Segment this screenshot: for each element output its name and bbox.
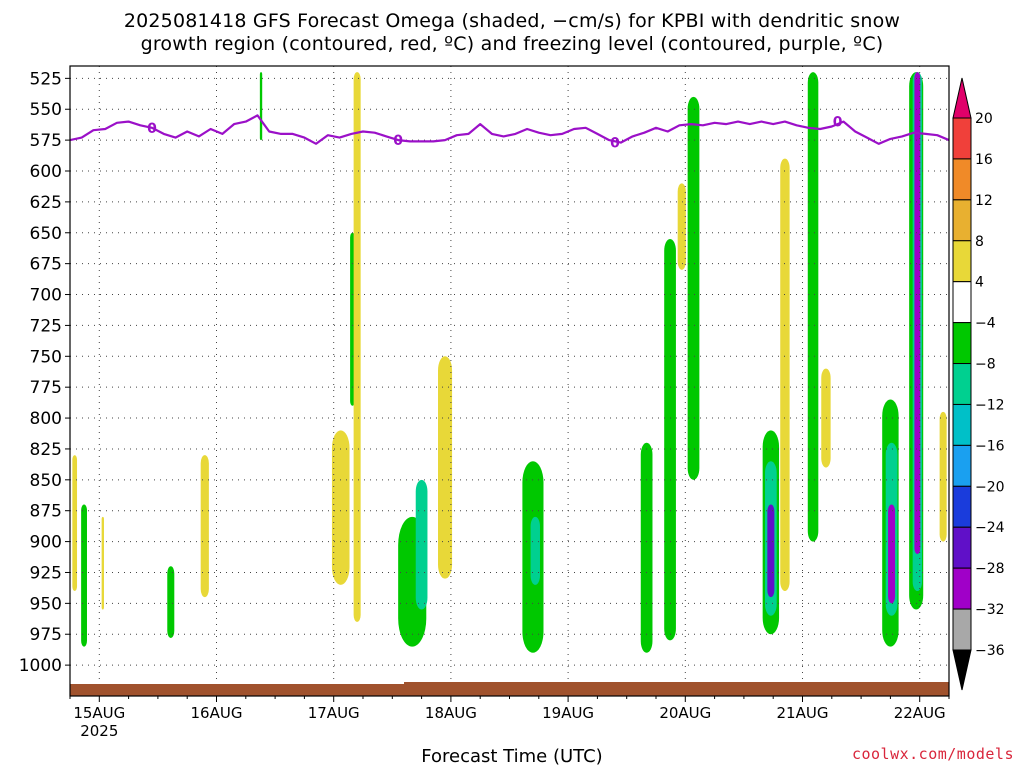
omega-region <box>664 238 676 641</box>
omega-region <box>167 566 175 638</box>
omega-region <box>530 516 540 585</box>
colorbar-label: −20 <box>975 479 1005 495</box>
y-tick-label: 1000 <box>19 656 62 676</box>
y-tick-label: 775 <box>30 378 62 398</box>
freezing-level-line <box>70 114 949 145</box>
x-year-label: 2025 <box>80 722 118 740</box>
x-tick-label: 20AUG <box>659 704 711 722</box>
freezing-level-label: 0 <box>147 121 157 137</box>
y-tick-label: 900 <box>30 533 62 553</box>
omega-region <box>415 479 428 610</box>
omega-shading <box>72 72 947 653</box>
omega-region <box>687 96 700 480</box>
omega-region <box>677 183 686 270</box>
colorbar-bottom-arrow <box>952 649 972 691</box>
x-tick-label: 22AUG <box>894 704 946 722</box>
colorbar-label: −12 <box>975 397 1005 413</box>
omega-region <box>353 72 361 622</box>
x-tick-label: 19AUG <box>542 704 594 722</box>
x-axis-label: Forecast Time (UTC) <box>421 746 603 767</box>
omega-region <box>331 430 350 585</box>
colorbar-label: 12 <box>975 193 993 209</box>
omega-region <box>438 356 453 579</box>
chart-title-line2: growth region (contoured, red, ºC) and f… <box>140 33 884 55</box>
colorbar-label: −28 <box>975 561 1005 577</box>
colorbar-segment <box>952 403 972 446</box>
y-tick-label: 650 <box>30 224 62 244</box>
colorbar-label: 4 <box>975 275 984 291</box>
terrain-band <box>70 684 949 696</box>
omega-region <box>101 516 104 610</box>
x-tick-label: 16AUG <box>191 704 243 722</box>
y-tick-label: 550 <box>30 100 62 120</box>
colorbar-label: −36 <box>975 643 1005 659</box>
colorbar-segment <box>952 158 972 201</box>
colorbar-segment <box>952 363 972 405</box>
colorbar-label: −32 <box>975 602 1005 618</box>
omega-region <box>767 504 775 598</box>
colorbar-segment <box>952 240 972 283</box>
omega-region <box>807 72 819 542</box>
x-axis: 15AUG 16AUG 17AUG 18AUG 19AUG 20AUG 21AUG 22AUG… <box>69 696 950 740</box>
colorbar-segment <box>952 444 972 487</box>
grid-lines <box>70 66 949 696</box>
x-tick-label: 21AUG <box>777 704 829 722</box>
y-tick-label: 975 <box>30 625 62 645</box>
y-tick-label: 575 <box>30 131 62 151</box>
freezing-level-label: 0 <box>610 136 620 152</box>
y-tick-label: 925 <box>30 563 62 583</box>
credit-text: coolwx.com/models <box>851 745 1014 763</box>
freezing-level-label: 0 <box>833 115 843 131</box>
y-tick-label: 625 <box>30 193 62 213</box>
y-tick-label: 800 <box>30 409 62 429</box>
colorbar-segment <box>952 485 972 528</box>
omega-region <box>81 504 87 647</box>
omega-region <box>259 72 263 141</box>
x-tick-label: 17AUG <box>308 704 360 722</box>
omega-region <box>640 442 653 653</box>
y-tick-label: 600 <box>30 162 62 182</box>
freezing-level-label: 0 <box>393 133 403 149</box>
omega-region <box>780 158 790 591</box>
terrain-band <box>404 682 949 685</box>
y-tick-label: 750 <box>30 347 62 367</box>
y-tick-label: 725 <box>30 316 62 336</box>
omega-region <box>821 368 831 468</box>
colorbar-segment <box>952 322 972 365</box>
y-tick-label: 675 <box>30 255 62 275</box>
colorbar-segment <box>952 199 972 242</box>
colorbar-segment <box>952 567 972 610</box>
omega-region <box>914 72 921 554</box>
omega-region <box>939 411 947 542</box>
colorbar-segment <box>952 608 972 651</box>
colorbar-segment <box>952 117 972 160</box>
x-tick-label: 18AUG <box>425 704 477 722</box>
colorbar-segment <box>952 526 972 569</box>
chart-title-line1: 2025081418 GFS Forecast Omega (shaded, −… <box>123 10 901 32</box>
omega-region <box>200 455 209 598</box>
colorbar-label: 8 <box>975 234 984 250</box>
omega-region <box>72 455 78 591</box>
freezing-level-layer: 0 0 0 0 <box>70 114 949 152</box>
y-tick-label: 700 <box>30 286 62 306</box>
y-tick-label: 850 <box>30 471 62 491</box>
colorbar-segment <box>952 281 972 324</box>
y-tick-label: 825 <box>30 440 62 460</box>
colorbar-label: −24 <box>975 520 1005 536</box>
colorbar: 20 16 12 8 4 −4 −8 −12 −16 −20 −24 −28 −32 −36 <box>952 77 1005 691</box>
y-axis: 525 550 575 600 625 650 675 700 725 750 775 800 825 8… <box>19 69 70 676</box>
terrain-strip <box>70 682 949 696</box>
y-tick-label: 525 <box>30 69 62 89</box>
colorbar-label: 16 <box>975 152 993 168</box>
colorbar-label: −16 <box>975 438 1005 454</box>
colorbar-top-arrow <box>952 77 972 119</box>
x-tick-label: 15AUG <box>73 704 125 722</box>
y-tick-label: 950 <box>30 594 62 614</box>
y-tick-label: 875 <box>30 502 62 522</box>
colorbar-label: −4 <box>975 316 996 332</box>
omega-region <box>888 504 896 604</box>
colorbar-label: 20 <box>975 111 993 127</box>
colorbar-label: −8 <box>975 357 996 373</box>
